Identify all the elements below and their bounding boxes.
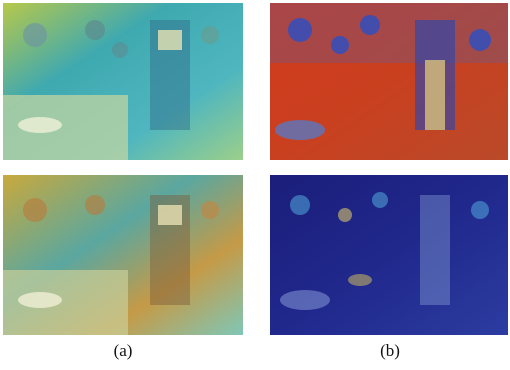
heatmap-image [270,3,508,160]
caption: (a) [114,341,133,360]
caption: (b) [380,341,400,360]
heatmap-image [3,175,243,335]
heatmap-image [270,175,508,335]
heatmap-image [3,3,243,160]
figure: (a) (b) [0,0,510,370]
